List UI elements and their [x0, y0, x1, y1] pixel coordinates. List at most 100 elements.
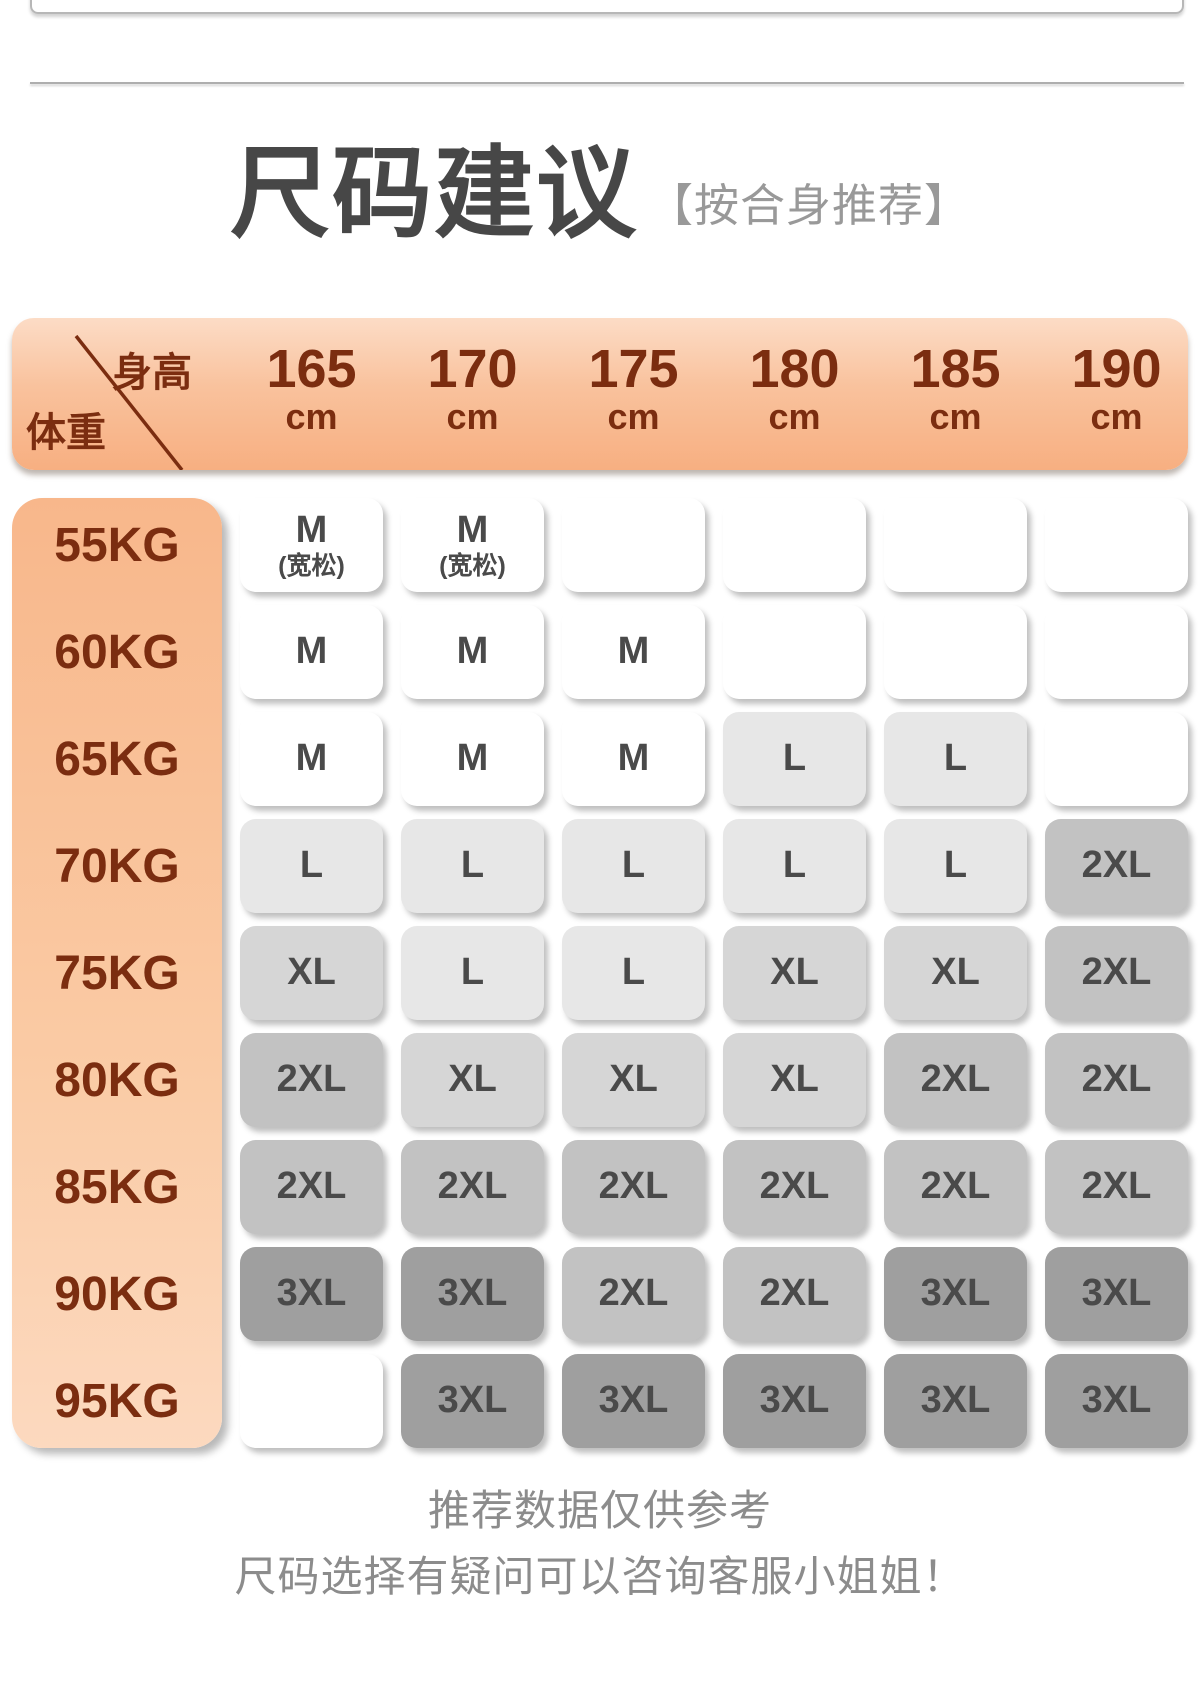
size-cell: XL [884, 926, 1027, 1020]
height-header-cell: 190 cm [1045, 318, 1188, 470]
height-unit: cm [929, 396, 982, 437]
height-value: 185 [910, 339, 1001, 399]
size-cell: 3XL [240, 1247, 383, 1341]
size-value: M [456, 508, 489, 551]
size-fit-note: (宽松) [278, 551, 345, 580]
size-cell: 3XL [723, 1354, 866, 1448]
size-cell [1045, 605, 1188, 699]
size-value: 3XL [1081, 1379, 1152, 1422]
size-cell: 2XL [884, 1140, 1027, 1234]
size-cell: 2XL [562, 1140, 705, 1234]
footer-note: 推荐数据仅供参考 尺码选择有疑问可以咨询客服小姐姐！ [0, 1478, 1200, 1611]
size-value: 3XL [437, 1272, 508, 1315]
height-unit: cm [768, 396, 821, 437]
size-value: 2XL [276, 1058, 347, 1101]
weight-label: 65KG [54, 732, 180, 786]
size-cell: L [562, 819, 705, 913]
size-cell: XL [723, 1033, 866, 1127]
size-value: XL [448, 1058, 497, 1101]
size-cell: 2XL [240, 1140, 383, 1234]
height-value: 180 [749, 339, 840, 399]
size-value: 3XL [276, 1272, 347, 1315]
size-value: 2XL [920, 1058, 991, 1101]
size-value: XL [609, 1058, 658, 1101]
size-value: 2XL [598, 1165, 669, 1208]
top-divider-line [30, 82, 1184, 84]
size-cell: M [401, 605, 544, 699]
size-cell: M [562, 605, 705, 699]
size-cell: L [884, 712, 1027, 806]
weight-label: 55KG [54, 518, 180, 572]
height-unit: cm [285, 396, 338, 437]
size-value: 2XL [759, 1272, 830, 1315]
size-value: M [617, 737, 650, 780]
size-cell: 2XL [1045, 1140, 1188, 1234]
size-cell [240, 1354, 383, 1448]
size-cell: 3XL [1045, 1247, 1188, 1341]
size-grid: 55KG 60KG 65KG 70KG 75KG 80KG 85KG 90KG 95KG M (宽… [12, 498, 1188, 1448]
size-value: 3XL [920, 1379, 991, 1422]
size-cell [884, 605, 1027, 699]
size-cell [884, 498, 1027, 592]
weight-label: 70KG [54, 839, 180, 893]
size-value: 2XL [920, 1165, 991, 1208]
previous-section-border [30, 0, 1184, 14]
size-value: M [456, 630, 489, 673]
size-value: L [621, 951, 646, 994]
height-header-cell: 170 cm [401, 318, 544, 470]
size-value: L [782, 844, 807, 887]
size-cell [562, 498, 705, 592]
size-value: 3XL [920, 1272, 991, 1315]
size-cell: M [240, 712, 383, 806]
height-value: 175 [588, 339, 679, 399]
size-value: XL [287, 951, 336, 994]
size-cell: XL [723, 926, 866, 1020]
size-cell: L [723, 819, 866, 913]
size-fit-note: (宽松) [439, 551, 506, 580]
size-cell: 3XL [884, 1354, 1027, 1448]
size-value: 2XL [1081, 951, 1152, 994]
height-header-cell: 175 cm [562, 318, 705, 470]
size-cell: L [401, 926, 544, 1020]
size-cell: XL [401, 1033, 544, 1127]
size-cell [723, 498, 866, 592]
size-value: L [782, 737, 807, 780]
weight-label: 95KG [54, 1374, 180, 1428]
size-value: 3XL [1081, 1272, 1152, 1315]
size-cell: L [401, 819, 544, 913]
size-value: 2XL [1081, 844, 1152, 887]
weight-axis-label: 体重 [26, 411, 106, 455]
size-value: M [617, 630, 650, 673]
diagonal-line [74, 334, 184, 470]
footer-line-1: 推荐数据仅供参考 [427, 1487, 772, 1534]
weight-label: 75KG [54, 946, 180, 1000]
size-value: M [295, 508, 328, 551]
size-cell [1045, 712, 1188, 806]
height-header-cell: 165 cm [240, 318, 383, 470]
height-value: 170 [427, 339, 518, 399]
size-value: 2XL [1081, 1165, 1152, 1208]
size-cell: M (宽松) [240, 498, 383, 592]
size-cell: M [401, 712, 544, 806]
size-cell: 3XL [1045, 1354, 1188, 1448]
size-cell: M [562, 712, 705, 806]
height-unit: cm [607, 396, 660, 437]
size-value: L [943, 737, 968, 780]
size-cell: L [884, 819, 1027, 913]
size-value: M [456, 737, 489, 780]
size-cell: 2XL [723, 1140, 866, 1234]
height-unit: cm [1090, 396, 1143, 437]
size-value: 2XL [437, 1165, 508, 1208]
size-value: 3XL [759, 1379, 830, 1422]
size-cell: L [562, 926, 705, 1020]
size-value: M [295, 630, 328, 673]
footer-line-2: 尺码选择有疑问可以咨询客服小姐姐！ [234, 1553, 966, 1601]
size-value: 2XL [276, 1165, 347, 1208]
weight-label: 85KG [54, 1160, 180, 1214]
size-value: M [295, 737, 328, 780]
size-cell: 2XL [1045, 1033, 1188, 1127]
size-cell: 3XL [401, 1247, 544, 1341]
size-value: 3XL [598, 1379, 669, 1422]
height-header-row: 身高 体重 165 cm 170 cm 175 cm 180 cm 185 cm 190 cm [12, 318, 1188, 470]
